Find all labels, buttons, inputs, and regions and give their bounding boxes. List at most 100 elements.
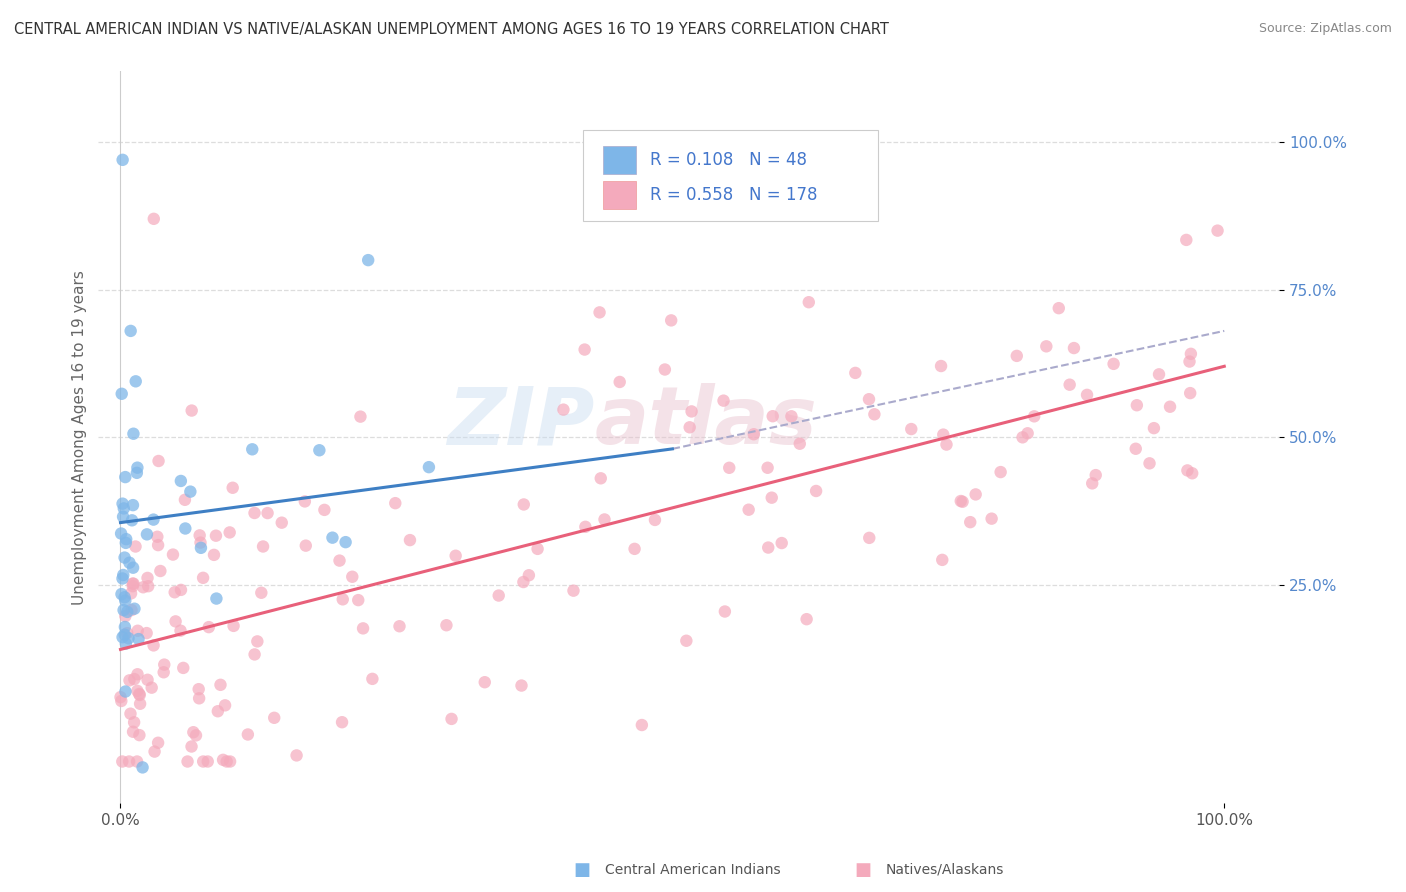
Point — [190, 541, 212, 555]
Point — [349, 409, 371, 424]
Point — [1126, 398, 1149, 412]
Text: R = 0.108   N = 48: R = 0.108 N = 48 — [650, 151, 807, 169]
Point — [162, 548, 184, 562]
Point — [110, 690, 132, 705]
Point — [361, 672, 384, 686]
Point — [240, 442, 263, 457]
Point — [197, 755, 219, 769]
Point — [1159, 400, 1181, 414]
Point — [120, 324, 142, 338]
Point — [949, 494, 972, 508]
Point — [111, 497, 134, 511]
Point — [111, 153, 134, 167]
Point — [285, 748, 308, 763]
Point — [122, 715, 145, 730]
Point — [114, 470, 136, 484]
Point — [1181, 467, 1204, 481]
Point — [1084, 468, 1107, 483]
Point — [1011, 430, 1033, 444]
Point — [488, 589, 510, 603]
Point — [170, 474, 193, 488]
Point — [202, 548, 225, 562]
Point — [127, 460, 149, 475]
Point — [858, 392, 880, 407]
Point — [122, 426, 145, 441]
Point — [256, 506, 278, 520]
Point — [215, 755, 238, 769]
Point — [209, 678, 232, 692]
Point — [250, 586, 273, 600]
Point — [184, 728, 207, 742]
Point — [132, 580, 155, 594]
Point — [125, 755, 148, 769]
Y-axis label: Unemployment Among Ages 16 to 19 years: Unemployment Among Ages 16 to 19 years — [72, 269, 87, 605]
Point — [128, 687, 150, 701]
Point — [111, 755, 134, 769]
Point — [1178, 354, 1201, 368]
Point — [1177, 463, 1199, 477]
Point — [335, 535, 357, 549]
Point — [332, 592, 354, 607]
Point — [931, 553, 953, 567]
Point — [863, 407, 886, 421]
Point — [1139, 456, 1161, 470]
Point — [111, 386, 134, 401]
Point — [797, 295, 820, 310]
Point — [114, 637, 136, 651]
Point — [474, 675, 496, 690]
Point — [148, 454, 170, 468]
Point — [952, 494, 974, 508]
Text: ZIP: ZIP — [447, 384, 595, 461]
Point — [180, 403, 202, 417]
Point — [780, 409, 803, 424]
Point — [718, 460, 741, 475]
Point — [114, 593, 136, 607]
Point — [1143, 421, 1166, 435]
Point — [179, 484, 201, 499]
Point — [761, 491, 783, 505]
Point — [146, 736, 169, 750]
Point — [659, 313, 682, 327]
Point — [110, 587, 132, 601]
Point — [308, 443, 330, 458]
Point — [384, 496, 406, 510]
Point — [1047, 301, 1070, 315]
Point — [115, 532, 138, 546]
Text: R = 0.558   N = 178: R = 0.558 N = 178 — [650, 186, 817, 204]
Point — [1017, 426, 1039, 441]
Point — [131, 760, 153, 774]
Point — [858, 531, 880, 545]
Point — [314, 503, 336, 517]
Point — [114, 620, 136, 634]
Point — [1102, 357, 1125, 371]
Point — [152, 665, 174, 680]
Text: CENTRAL AMERICAN INDIAN VS NATIVE/ALASKAN UNEMPLOYMENT AMONG AGES 16 TO 19 YEARS: CENTRAL AMERICAN INDIAN VS NATIVE/ALASKA… — [14, 22, 889, 37]
Point — [127, 684, 149, 698]
Point — [959, 515, 981, 529]
Point — [111, 572, 134, 586]
Point — [110, 694, 132, 708]
Point — [444, 549, 467, 563]
Point — [127, 667, 149, 681]
Point — [1175, 233, 1198, 247]
Point — [789, 436, 811, 450]
FancyBboxPatch shape — [582, 130, 877, 221]
Point — [212, 753, 235, 767]
Point — [644, 513, 666, 527]
Point — [112, 603, 135, 617]
Point — [1076, 388, 1098, 402]
Point — [112, 568, 135, 582]
Point — [713, 393, 735, 408]
Point — [136, 673, 159, 687]
Point — [121, 603, 143, 617]
Point — [980, 511, 1002, 525]
Text: atlas: atlas — [595, 384, 817, 461]
Point — [165, 615, 187, 629]
Point — [114, 609, 136, 624]
Point — [714, 605, 737, 619]
Point — [388, 619, 411, 633]
Point — [1180, 386, 1202, 401]
Point — [1206, 224, 1229, 238]
Point — [294, 539, 316, 553]
Point — [588, 305, 610, 319]
